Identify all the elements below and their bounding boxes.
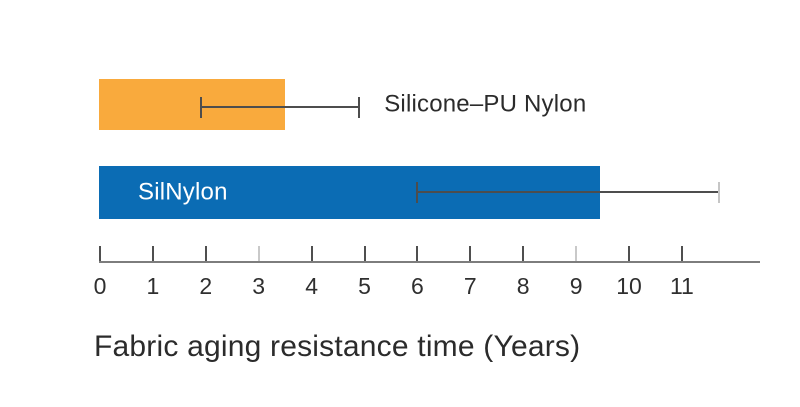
x-axis-line — [99, 261, 760, 263]
errorbar-silnylon — [417, 191, 719, 193]
axis-tick — [469, 246, 472, 261]
axis-tick — [257, 246, 260, 261]
axis-tick-label: 2 — [199, 273, 213, 299]
axis-tick — [151, 246, 154, 261]
axis-tick — [416, 246, 419, 261]
axis-tick — [522, 246, 525, 261]
axis-tick — [575, 246, 578, 261]
axis-tick-label: 5 — [358, 273, 371, 299]
axis-tick-label: 8 — [516, 273, 530, 299]
bar-label-silicone-pu-nylon: Silicone–PU Nylon — [384, 89, 587, 117]
axis-tick-label: 4 — [305, 273, 318, 299]
axis-tick — [310, 246, 313, 261]
axis-tick-label: 1 — [146, 273, 160, 299]
errorbar-cap-right-silnylon — [717, 181, 720, 203]
axis-tick-label: 3 — [252, 273, 266, 299]
axis-tick-label: 6 — [410, 273, 424, 299]
axis-tick — [363, 246, 366, 261]
bar-silicone-pu-nylon — [99, 79, 286, 130]
x-axis-title: Fabric aging resistance time (Years) — [94, 330, 581, 363]
axis-tick — [680, 246, 683, 261]
axis-tick-label: 10 — [616, 273, 642, 299]
axis-tick — [628, 246, 630, 261]
axis-tick-label: 11 — [669, 273, 694, 299]
bar-label-silnylon: SilNylon — [138, 177, 228, 205]
errorbar-silicone-pu-nylon — [200, 106, 360, 108]
axis-tick-label: 7 — [463, 273, 477, 299]
errorbar-cap-left-silnylon — [416, 181, 419, 203]
axis-tick — [204, 246, 207, 261]
errorbar-cap-left-silicone-pu-nylon — [199, 96, 202, 118]
axis-tick-label: 9 — [569, 273, 583, 299]
axis-tick — [99, 246, 101, 261]
axis-tick-label: 0 — [93, 273, 107, 299]
errorbar-cap-right-silicone-pu-nylon — [358, 96, 361, 118]
